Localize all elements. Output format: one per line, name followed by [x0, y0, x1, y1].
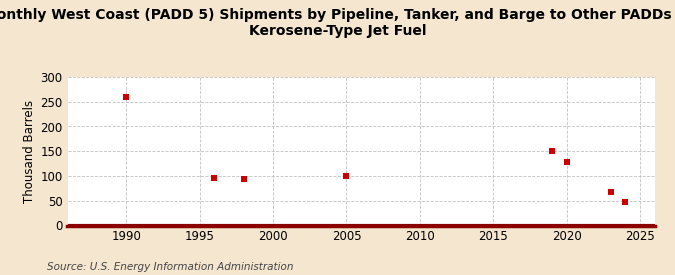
Point [341, 174, 352, 178]
Point [209, 176, 219, 181]
Point [620, 200, 630, 204]
Text: Source: U.S. Energy Information Administration: Source: U.S. Energy Information Administ… [47, 262, 294, 272]
Point [238, 177, 249, 182]
Point [561, 160, 572, 164]
Text: Monthly West Coast (PADD 5) Shipments by Pipeline, Tanker, and Barge to Other PA: Monthly West Coast (PADD 5) Shipments by… [0, 8, 675, 38]
Y-axis label: Thousand Barrels: Thousand Barrels [23, 100, 36, 203]
Point [547, 149, 558, 153]
Point [605, 190, 616, 194]
Point [121, 95, 132, 99]
